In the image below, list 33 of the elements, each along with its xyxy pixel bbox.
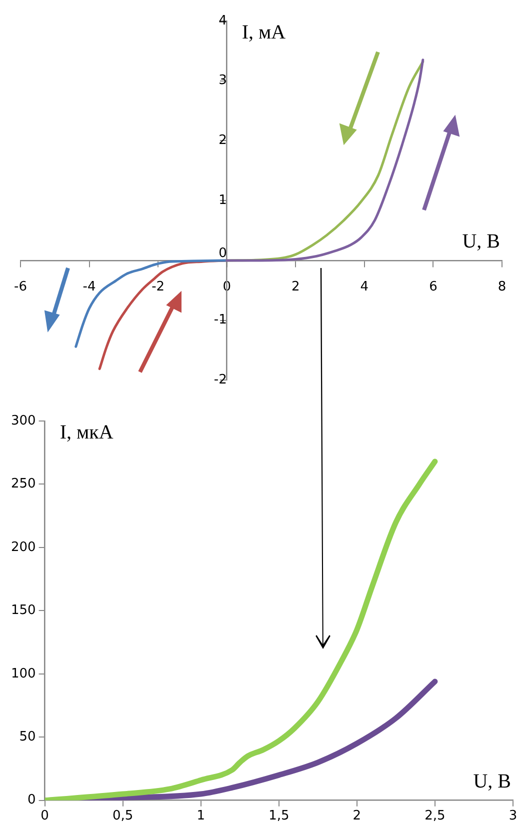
x-tick-label: 0 <box>40 808 49 824</box>
x-tick-label: 6 <box>429 280 438 295</box>
x-tick-label: 2 <box>291 280 300 295</box>
x-tick-label: 0,5 <box>112 808 134 824</box>
y-axis-title: I, мА <box>242 21 286 44</box>
x-tick-label: 8 <box>498 280 506 295</box>
x-tick-label: 2,5 <box>424 808 446 824</box>
x-tick-label: 2 <box>352 808 362 824</box>
x-tick-label: 4 <box>360 280 369 295</box>
y-tick-label: 4 <box>218 13 227 28</box>
y-tick-label: 300 <box>10 413 36 428</box>
y-tick-label: 0 <box>218 246 227 261</box>
x-axis-title: U, В <box>473 770 511 793</box>
x-tick-label: 1 <box>196 808 206 824</box>
line-series <box>74 259 228 348</box>
y-tick-label: -1 <box>214 312 227 328</box>
y-tick-label: 150 <box>10 603 36 618</box>
y-tick-label: 2 <box>218 133 227 148</box>
y-tick-label: 200 <box>10 540 36 555</box>
y-tick-label: -2 <box>214 372 227 388</box>
x-tick-label: -2 <box>152 280 165 295</box>
x-tick-label: -6 <box>14 280 27 295</box>
y-tick-label: 0 <box>28 792 36 808</box>
x-tick-label: 3 <box>508 808 518 824</box>
y-tick-label: 100 <box>10 666 36 682</box>
y-tick-label: 3 <box>218 73 227 88</box>
y-tick-label: 250 <box>10 476 36 492</box>
x-axis-title: U, В <box>462 230 500 253</box>
y-axis-title: I, мкА <box>60 421 114 444</box>
x-tick-label: 1,5 <box>268 808 290 824</box>
x-tick-label: -4 <box>82 280 96 295</box>
y-tick-label: 1 <box>218 192 227 208</box>
y-tick-label: 50 <box>19 730 36 744</box>
